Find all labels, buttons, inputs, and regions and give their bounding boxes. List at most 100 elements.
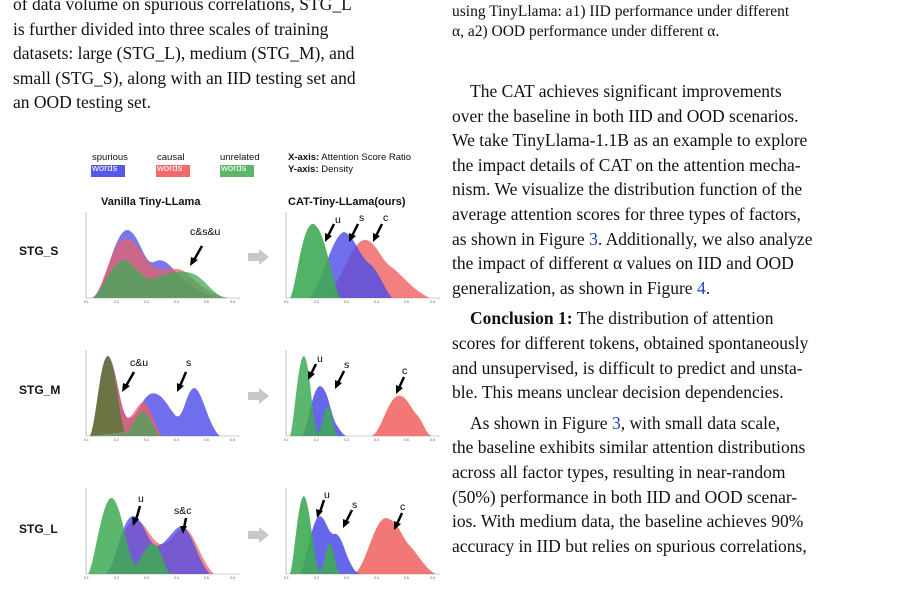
text-line: over the baseline in both IID and OOD sc… (452, 105, 799, 126)
figure-caption: using TinyLlama: a1) IID performance und… (452, 2, 922, 42)
svg-text:0.6: 0.6 (430, 438, 435, 442)
svg-text:0.4: 0.4 (374, 438, 379, 442)
svg-text:0.6: 0.6 (430, 576, 435, 580)
text-line: the impact of different α values on IID … (452, 253, 794, 274)
annotation-s: s (359, 212, 364, 224)
figure-ref-link[interactable]: 3 (589, 228, 598, 249)
svg-text:0.3: 0.3 (344, 576, 349, 580)
text-line: nism. We visualize the distribution func… (452, 179, 803, 200)
text-line: (50%) performance in both IID and OOD sc… (452, 486, 798, 507)
text-line: and unsupervised, is difficult to predic… (452, 357, 803, 378)
text-line: average attention scores for three types… (452, 203, 801, 224)
svg-text:0.1: 0.1 (284, 300, 289, 304)
svg-text:0.1: 0.1 (284, 438, 289, 442)
text-line: as shown in Figure 3. Additionally, we a… (452, 228, 813, 249)
row-label-stg-l: STG_L (19, 522, 58, 536)
row-label-stg-m: STG_M (19, 383, 61, 397)
curve-unrelated (92, 259, 226, 298)
curve-unrelated (290, 356, 338, 436)
svg-text:0.5: 0.5 (204, 438, 209, 442)
caption-line: α, a2) OOD performance under different α… (452, 23, 720, 40)
curve-unrelated (290, 223, 340, 298)
annotation-s-c: s&c (174, 505, 192, 517)
svg-text:0.4: 0.4 (374, 576, 379, 580)
legend-label-causal: causal (157, 152, 185, 163)
figure-ref-link[interactable]: 3 (611, 412, 621, 433)
curve-unrelated (88, 497, 170, 574)
legend-swatch-causal (156, 165, 190, 177)
legend-label-causal-words: words (157, 163, 183, 174)
svg-text:0.3: 0.3 (344, 300, 349, 304)
legend-label-spurious: spurious (92, 152, 128, 163)
arrow-icon (248, 249, 269, 265)
svg-text:0.3: 0.3 (344, 438, 349, 442)
caption-line: using TinyLlama: a1) IID performance und… (452, 3, 790, 20)
svg-text:0.2: 0.2 (114, 438, 119, 442)
annotation-c-s-u: c&s&u (190, 226, 221, 238)
svg-text:0.6: 0.6 (430, 300, 435, 304)
text-line: Conclusion 1: The distribution of attent… (470, 308, 774, 329)
annotation-c: c (383, 212, 388, 224)
annotation-s: s (186, 357, 191, 369)
annotation-u: u (335, 214, 341, 226)
svg-text:0.4: 0.4 (174, 438, 179, 442)
svg-text:0.5: 0.5 (404, 300, 409, 304)
left-line: is further divided into three scales of … (13, 18, 329, 39)
annotation-c: c (400, 501, 405, 513)
svg-text:0.3: 0.3 (144, 438, 149, 442)
svg-text:0.6: 0.6 (230, 300, 235, 304)
panel-stg-s-cat: u s c 0.1 0.2 0.3 0.4 0.5 0.6 (284, 212, 440, 304)
arrow-icon (248, 527, 269, 543)
svg-text:0.5: 0.5 (204, 300, 209, 304)
panel-stg-m-vanilla: c&u s 0.1 0.2 0.3 0.4 0.5 0.6 (84, 350, 240, 442)
svg-text:0.2: 0.2 (114, 576, 119, 580)
svg-text:0.5: 0.5 (204, 576, 209, 580)
svg-text:0.2: 0.2 (314, 438, 319, 442)
left-line: datasets: large (STG_L), medium (STG_M),… (13, 43, 355, 64)
text-line: The CAT achieves significant improvement… (470, 81, 782, 101)
curve-causal (354, 518, 436, 574)
arrow-icon (248, 388, 269, 404)
text-line: the baseline exhibits similar attention … (452, 437, 806, 458)
svg-text:0.2: 0.2 (314, 300, 319, 304)
left-line: of data volume on spurious correlations,… (13, 0, 352, 14)
svg-text:0.1: 0.1 (84, 576, 89, 580)
svg-text:0.1: 0.1 (84, 300, 89, 304)
text-line: the impact details of CAT on the attenti… (452, 154, 801, 175)
legend-label-unrelated-words: words (221, 163, 247, 174)
svg-text:0.4: 0.4 (174, 300, 179, 304)
figure-ref-link[interactable]: 4 (696, 277, 706, 298)
right-paragraph: The CAT achieves significant improvement… (452, 79, 913, 558)
svg-text:0.6: 0.6 (230, 438, 235, 442)
text-line: We take TinyLlama-1.1B as an example to … (452, 130, 808, 151)
svg-text:0.4: 0.4 (374, 300, 379, 304)
annotation-c-u: c&u (130, 357, 148, 369)
annotation-u: u (138, 493, 144, 505)
text-line: scores for different tokens, obtained sp… (452, 332, 809, 353)
left-line: small (STG_S), along with an IID testing… (13, 67, 356, 88)
svg-text:0.2: 0.2 (114, 300, 119, 304)
svg-text:0.1: 0.1 (284, 576, 289, 580)
legend-label-unrelated: unrelated (220, 152, 260, 163)
svg-text:0.5: 0.5 (404, 438, 409, 442)
conclusion-heading: Conclusion 1: (470, 308, 573, 329)
text-line: ble. This means unclear decision depende… (452, 382, 784, 403)
legend-swatch-unrelated (220, 165, 254, 177)
annotation-s: s (352, 499, 357, 511)
text-line: generalization, as shown in Figure 4. (452, 277, 711, 298)
legend-yaxis: Y-axis: Density (288, 164, 353, 175)
legend-xaxis: X-axis: Attention Score Ratio (288, 152, 412, 163)
legend-swatch-spurious (91, 165, 125, 177)
text-line: accuracy in IID but relies on spurious c… (452, 535, 807, 556)
panel-stg-s-vanilla: c&s&u 0.1 0.2 0.3 0.4 0.5 0.6 (84, 212, 240, 304)
left-paragraph: of data volume on spurious correlations,… (13, 0, 443, 115)
svg-text:0.5: 0.5 (404, 576, 409, 580)
row-label-stg-s: STG_S (19, 244, 59, 258)
annotation-u: u (317, 353, 323, 365)
legend-label-spurious-words: words (92, 163, 118, 174)
curve-unrelated (290, 496, 340, 574)
svg-text:0.3: 0.3 (144, 300, 149, 304)
svg-text:0.2: 0.2 (314, 576, 319, 580)
text-line: across all factor types, resulting in ne… (452, 461, 786, 482)
text-line: As shown in Figure 3, with small data sc… (470, 412, 781, 433)
